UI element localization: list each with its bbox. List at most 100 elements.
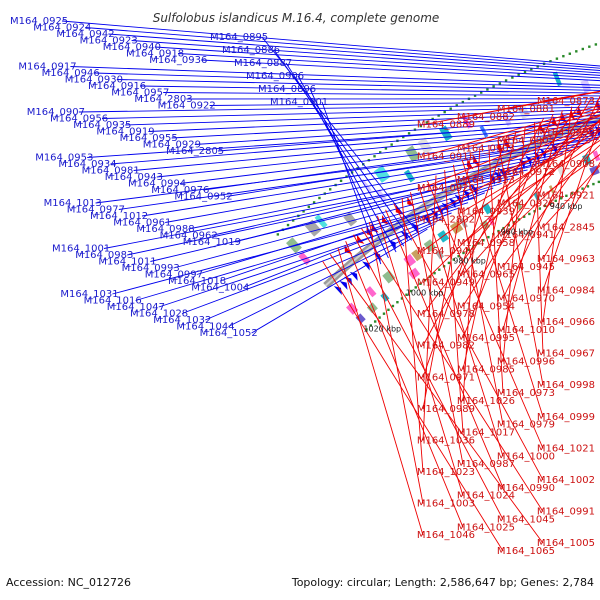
- gene-label: M164_0905: [497, 135, 555, 146]
- inner-tick-ring-dot: [405, 293, 408, 296]
- gene-label-leader: [542, 106, 573, 323]
- outer-tick-ring-dot: [328, 188, 332, 191]
- gene-label: M164_0970: [497, 293, 555, 304]
- gene-label-leader: [502, 127, 600, 173]
- gene-label: M164_0996: [497, 357, 555, 368]
- gene-label-leader: [173, 178, 511, 269]
- kbp-tick-label: 960 kbp: [501, 227, 534, 236]
- outer-tick-ring-dot: [402, 135, 405, 139]
- gene-label: M164_1011: [98, 257, 156, 268]
- inner-tick-ring-dot: [592, 182, 595, 186]
- gene-label: M164_0907: [27, 107, 85, 118]
- gene-label-leader: [502, 139, 600, 205]
- outer-tick-ring-dot: [339, 179, 343, 182]
- gene-label: M164_0886: [222, 45, 280, 56]
- gene-label-leader: [205, 217, 444, 321]
- gene-label-leader: [502, 144, 600, 236]
- gene-label: M164_0976: [151, 185, 209, 196]
- inner-tick-ring-dot: [570, 192, 573, 195]
- gene-label: M164_1016: [84, 296, 142, 307]
- gene-label: M164_0916: [88, 81, 146, 92]
- gene-label-leader: [148, 111, 600, 132]
- gene-label-leader: [462, 131, 517, 370]
- gene-label: M164_0989: [417, 404, 475, 415]
- inner-tick-ring-dot: [538, 207, 542, 210]
- gene-label-leader: [393, 203, 544, 481]
- gene-label: M164_0943: [105, 172, 163, 183]
- gene-label-leader: [401, 197, 424, 473]
- map-title: Sulfolobus islandicus M.16.4, complete g…: [153, 11, 440, 25]
- gene-label: M164_0896: [258, 84, 316, 95]
- gene-label: M164_0924: [33, 23, 91, 34]
- inner-tick-ring-dot: [512, 221, 516, 224]
- gene-label: M164_2802: [417, 214, 475, 225]
- gene-label-leader: [542, 153, 600, 197]
- gene-label: M164_0939: [457, 207, 515, 218]
- inner-tick-ring-dot: [452, 258, 455, 261]
- gene-label: M164_1012: [90, 211, 148, 222]
- gene-label-leader: [422, 107, 600, 283]
- inner-tick-ring-dot: [428, 275, 431, 278]
- inner-tick-ring-dot: [438, 268, 441, 271]
- gene-label-leader: [422, 154, 472, 409]
- gene-label-leader: [139, 85, 600, 94]
- feature-block-track-4: [361, 178, 372, 193]
- outer-tick-ring-dot: [431, 117, 434, 121]
- outer-tick-ring-dot: [562, 54, 565, 58]
- outer-tick-ring-dot: [390, 143, 393, 146]
- gene-label-leader: [418, 186, 504, 457]
- gene-label: M164_0901: [270, 97, 328, 108]
- gene-label: M164_1047: [107, 302, 165, 313]
- inner-tick-ring-dot: [482, 239, 485, 242]
- gene-label-leader: [502, 135, 600, 268]
- gene-label-leader: [87, 121, 600, 158]
- gene-label: M164_1028: [130, 309, 188, 320]
- gene-label: M164_0915: [417, 151, 475, 162]
- gene-label: M164_0965: [457, 270, 515, 281]
- gene-label: M164_1021: [537, 443, 595, 454]
- inner-tick-ring-dot: [597, 180, 600, 184]
- gene-label-leader: [273, 49, 412, 241]
- gene-label-leader: [179, 131, 600, 184]
- gene-label: M164_0920: [417, 183, 475, 194]
- gene-label-leader: [285, 62, 405, 247]
- gene-label: M164_0997: [145, 270, 203, 281]
- gene-label: M164_0998: [537, 380, 595, 391]
- inner-tick-ring-dot: [559, 197, 563, 200]
- gene-label: M164_1013: [44, 198, 102, 209]
- gene-label-leader: [422, 175, 437, 441]
- outer-tick-ring-dot: [588, 45, 591, 48]
- outer-tick-ring-dot: [276, 233, 280, 236]
- gene-label: M164_0987: [457, 459, 515, 470]
- gene-label-leader: [321, 101, 382, 265]
- feature-block-track-1: [411, 249, 423, 262]
- gene-label-leader: [78, 103, 600, 113]
- feature-block-track-2: [408, 267, 421, 280]
- gene-label: M164_1065: [497, 546, 555, 557]
- gene-label-leader: [422, 90, 600, 126]
- gene-label: M164_0954: [457, 301, 515, 312]
- gene-label: M164_0971: [417, 372, 475, 383]
- gene-label: M164_0895: [210, 32, 268, 43]
- outer-tick-ring-dot: [425, 121, 428, 124]
- inner-tick-ring-dot: [433, 271, 436, 275]
- gene-label-leader: [251, 228, 428, 334]
- gene-label-leader: [127, 169, 528, 256]
- gene-label: M164_1003: [417, 499, 475, 510]
- gene-label: M164_0984: [537, 285, 595, 296]
- gene-label-leader: [461, 159, 544, 417]
- gene-label-leader: [141, 145, 581, 217]
- outer-tick-ring-dot: [568, 52, 572, 55]
- gene-label: M164_1025: [457, 522, 515, 533]
- inner-tick-ring-dot: [565, 194, 568, 198]
- forward-gene-arrow: [339, 280, 348, 290]
- gene-label: M164_1001: [52, 244, 110, 255]
- gene-label-leader: [85, 27, 600, 69]
- feature-block-track-3: [343, 212, 358, 227]
- gene-label-leader: [201, 59, 600, 82]
- outer-tick-ring-dot: [378, 151, 382, 154]
- gene-label-leader: [108, 33, 600, 71]
- gene-label: M164_0993: [122, 263, 180, 274]
- gene-label-leader: [368, 221, 424, 504]
- inner-tick-ring-dot: [467, 248, 470, 251]
